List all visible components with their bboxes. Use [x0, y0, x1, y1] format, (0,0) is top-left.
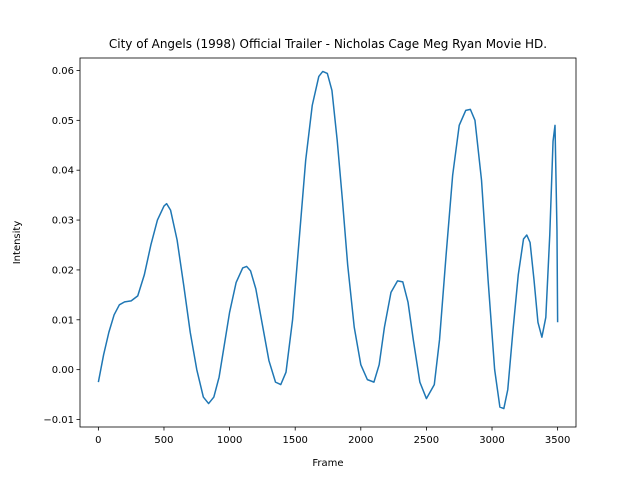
y-tick-label: 0.02	[52, 265, 74, 276]
x-axis-label: Frame	[312, 458, 343, 469]
x-tick-label: 2500	[414, 435, 439, 446]
x-tick-label: 500	[154, 435, 173, 446]
y-tick-label: 0.04	[52, 166, 74, 177]
chart-title: City of Angels (1998) Official Trailer -…	[109, 37, 547, 51]
y-tick-label: 0.05	[52, 116, 74, 127]
y-tick-label: 0.00	[52, 365, 74, 376]
x-tick-label: 3000	[479, 435, 504, 446]
chart-title-text: City of Angels (1998) Official Trailer -…	[109, 37, 547, 51]
y-tick-label: 0.01	[52, 315, 74, 326]
x-tick-label: 0	[95, 435, 101, 446]
x-tick-label: 1000	[217, 435, 242, 446]
y-tick-label: −0.01	[43, 415, 74, 426]
x-axis: 0 500 1000 1500 2000 2500 3000 3500	[95, 427, 570, 446]
plot-area	[79, 57, 577, 428]
y-axis: −0.01 0.00 0.01 0.02 0.03 0.04 0.05 0.06	[43, 66, 80, 426]
x-tick-label: 1500	[282, 435, 307, 446]
y-tick-label: 0.06	[52, 66, 74, 77]
y-axis-label: Intensity	[12, 221, 23, 265]
y-tick-label: 0.03	[52, 216, 74, 227]
x-tick-label: 3500	[545, 435, 570, 446]
x-tick-label: 2000	[348, 435, 373, 446]
series-line	[97, 70, 559, 410]
plot-frame	[79, 57, 577, 428]
